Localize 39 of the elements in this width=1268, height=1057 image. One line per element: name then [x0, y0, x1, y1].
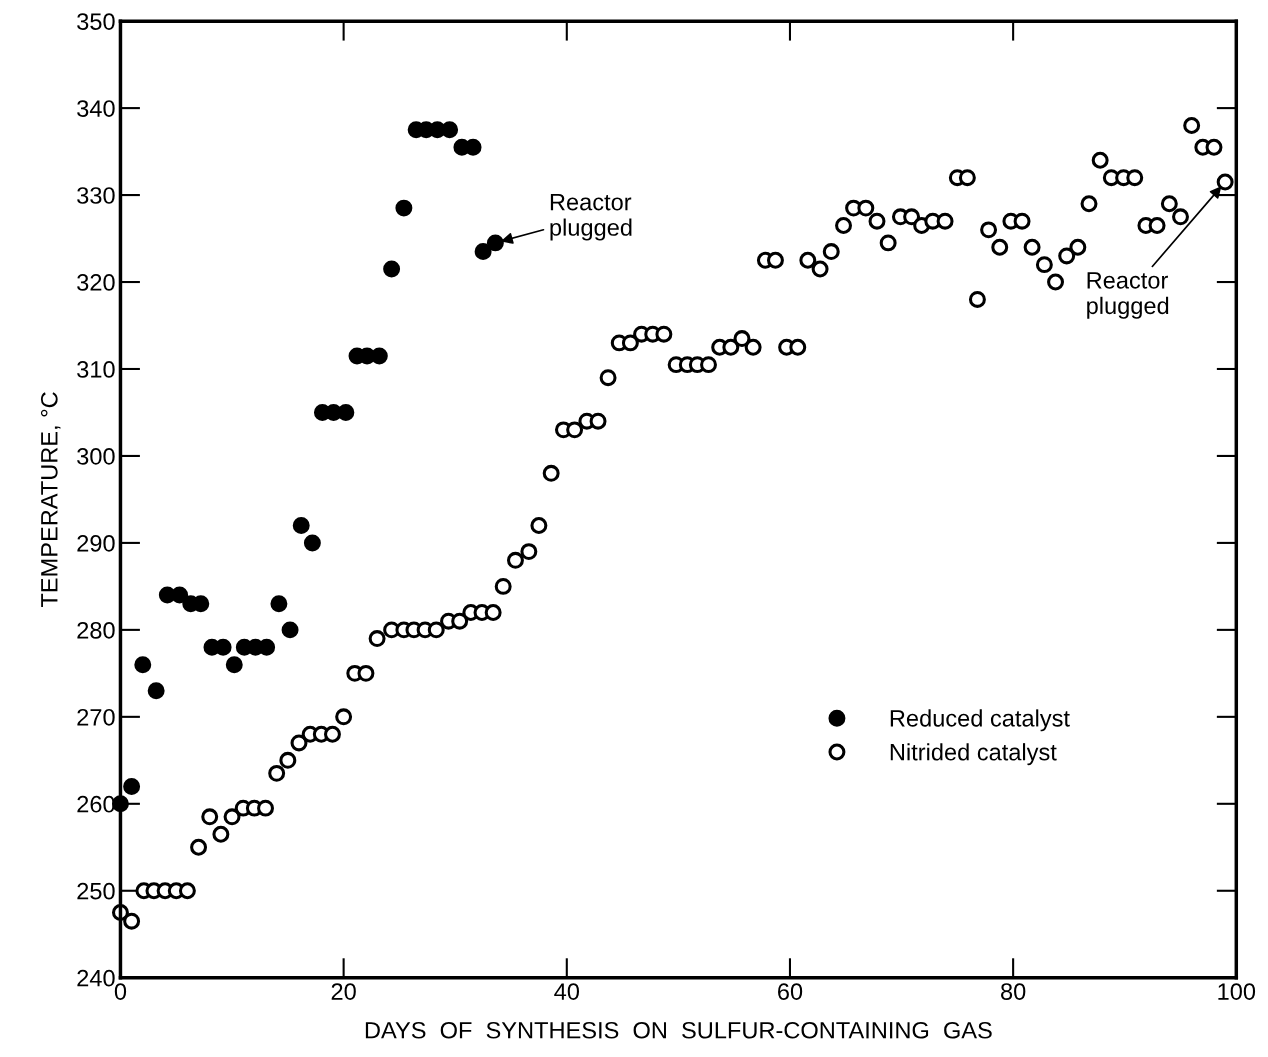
y-tick-label: 330: [77, 187, 115, 204]
y-tick-label: 290: [77, 534, 115, 552]
point: [303, 534, 321, 552]
x-axis-title: DAYS OF SYNTHESIS ON SULFUR-CONTAINING GAS: [365, 1021, 992, 1039]
annotation: Reactor plugged: [550, 193, 632, 241]
x-tick-label: 80: [1001, 983, 1026, 1000]
y-tick-label: 320: [77, 274, 115, 291]
y-tick-label: 250: [77, 882, 115, 900]
point: [258, 638, 276, 656]
y-tick-label: 270: [77, 708, 115, 726]
point: [270, 595, 288, 613]
point: [395, 199, 413, 217]
legend-label: Reduced catalyst: [890, 709, 1070, 732]
y-tick-label: 280: [77, 621, 115, 639]
point: [123, 777, 141, 795]
x-tick-label: 20: [331, 983, 356, 1000]
point: [225, 656, 243, 674]
y-tick-label: 300: [77, 448, 115, 465]
x-tick-label: 0: [114, 983, 127, 1000]
point: [474, 243, 492, 261]
y-tick-label: 310: [77, 361, 115, 378]
point: [486, 234, 504, 252]
y-tick-label: 240: [77, 969, 115, 987]
point: [292, 517, 310, 534]
annotation: Reactor plugged: [1087, 272, 1169, 319]
y-tick-label: 340: [77, 100, 115, 117]
point: [383, 260, 401, 278]
y-axis-title: TEMPERATURE, °C: [40, 392, 61, 608]
point: [441, 121, 459, 139]
point: [171, 586, 189, 604]
point: [337, 404, 355, 421]
point: [281, 621, 299, 639]
y-tick-label: 350: [77, 13, 115, 30]
legend-label: Nitrided catalyst: [890, 743, 1057, 766]
x-tick-label: 60: [778, 983, 803, 1000]
x-tick-label: 40: [554, 983, 580, 1000]
x-tick-label: 100: [1218, 983, 1256, 1000]
point: [147, 682, 165, 700]
point: [134, 656, 152, 674]
